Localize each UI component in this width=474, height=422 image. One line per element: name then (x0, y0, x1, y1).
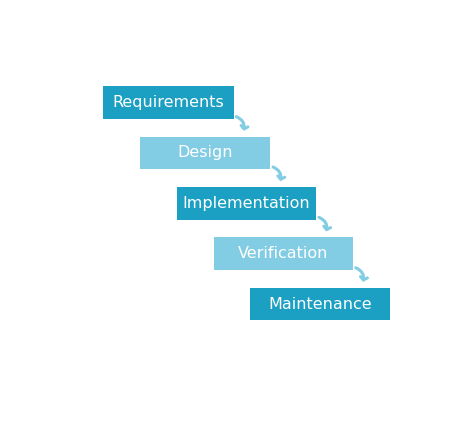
FancyBboxPatch shape (177, 187, 316, 219)
FancyBboxPatch shape (140, 137, 271, 169)
FancyBboxPatch shape (213, 238, 353, 270)
Text: Implementation: Implementation (183, 196, 310, 211)
Text: Verification: Verification (238, 246, 328, 261)
Text: Maintenance: Maintenance (268, 297, 372, 311)
FancyBboxPatch shape (250, 288, 390, 320)
Text: Design: Design (178, 146, 233, 160)
FancyBboxPatch shape (103, 87, 234, 119)
Text: Requirements: Requirements (113, 95, 224, 110)
